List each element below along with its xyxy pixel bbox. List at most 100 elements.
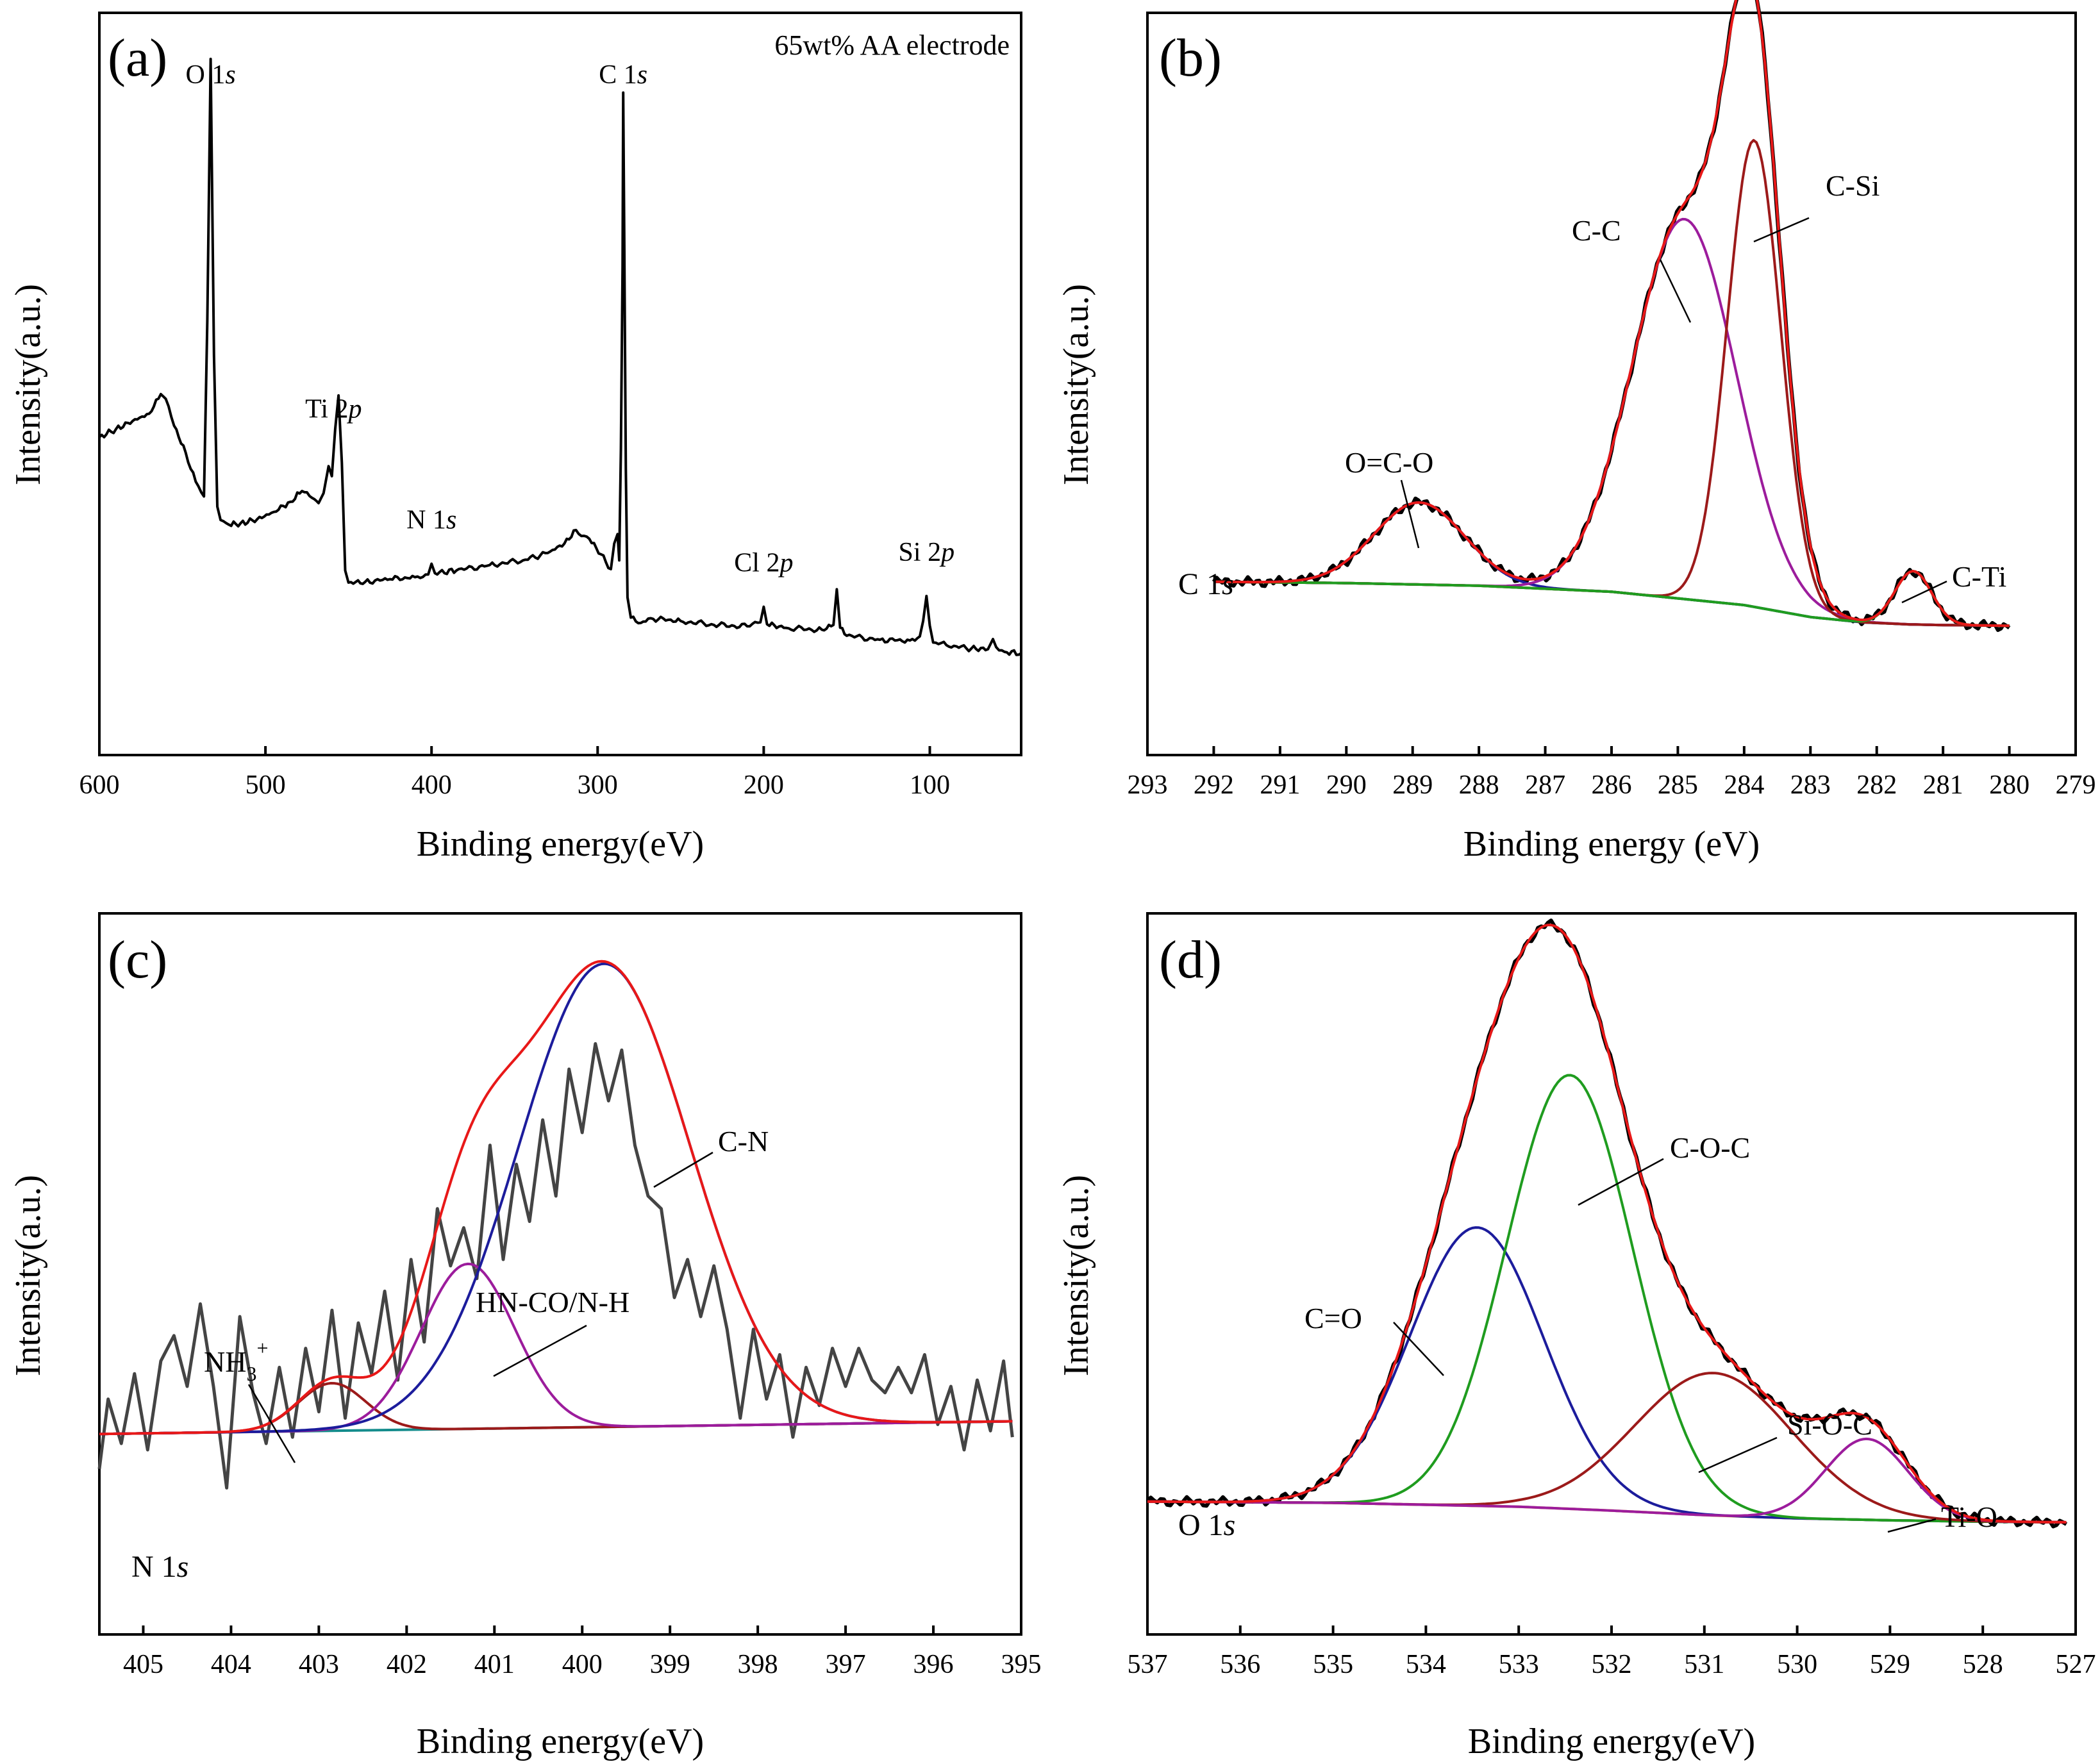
panel-d-x-tick-label: 535 [1313,1650,1353,1679]
panel-c-n1s-spectrum: 405 404 403 402 401 400 399 398 397 396 395 (c) N … [8,912,1042,1761]
panel-d-fit-envelope-line [1147,924,2067,1524]
panel-c-x-tick-label: 396 [913,1650,954,1679]
panel-d-core-level-element: O 1 [1178,1508,1224,1542]
panel-a-peak-label-ti2p-element: Ti 2 [305,394,348,424]
panel-a-peak-label-o1s-orbital: s [225,60,235,90]
panel-d-x-ticks: 537 536 535 534 533 532 531 530 529 528 527 [1128,1625,2096,1679]
panel-b-leader-csi [1753,217,1810,243]
panel-b-label-cc: C-C [1572,214,1621,247]
panel-c-nh3-subscript: 3 [246,1362,256,1385]
panel-a-x-tick-label: 100 [910,770,950,800]
panel-a-peak-label-cl2p-orbital: p [778,549,793,578]
panel-b-x-tick-label: 285 [1658,770,1698,800]
panel-a-x-axis-title: Binding energy(eV) [417,824,704,864]
panel-d-x-tick-label: 537 [1128,1650,1168,1679]
panel-c-leader-hnco [493,1324,587,1377]
panel-d-core-level-label: O 1s [1178,1508,1235,1542]
panel-b-core-level-element: C 1 [1178,567,1222,601]
panel-c-leader-cn [653,1151,713,1188]
panel-d-x-tick-label: 532 [1592,1650,1632,1679]
panel-b-leader-oco [1400,479,1420,549]
panel-a-x-tick-label: 400 [412,770,452,800]
panel-d-x-tick-label: 533 [1499,1650,1539,1679]
panel-c-leader-nh3 [247,1384,296,1463]
panel-c-x-tick-label: 397 [826,1650,866,1679]
panel-a-sample-label: 65wt% AA electrode [774,29,1010,61]
panel-c-label-cn: C-N [718,1125,769,1158]
panel-a-peak-label-c1s-orbital: s [637,60,647,90]
panel-d-o1s-spectrum: 537 536 535 534 533 532 531 530 529 528 527 (d) O … [1056,912,2096,1761]
panel-b-leader-cc [1659,259,1692,323]
panel-d-leader-co [1393,1322,1444,1376]
panel-c-core-level-element: N 1 [131,1550,177,1584]
panel-b-component-labels: O=C-O C-C C-Si C-Ti [1345,169,2006,604]
panel-a-x-tick-label: 500 [246,770,286,800]
panel-c-x-axis-title: Binding energy(eV) [417,1722,704,1761]
panel-a-x-tick-label: 600 [79,770,120,800]
panel-c-x-ticks: 405 404 403 402 401 400 399 398 397 396 395 [123,1625,1042,1679]
panel-c-fit-envelope-line [99,960,1013,1436]
panel-a-peak-label-cl2p-element: Cl 2 [734,549,779,578]
panel-d-x-tick-label: 530 [1777,1650,1817,1679]
panel-b-x-tick-label: 281 [1923,770,1963,800]
panel-a-survey-line [98,58,1022,656]
panel-a-label: (a) [108,28,167,88]
panel-c-series-layer [97,960,1014,1490]
panel-a-x-ticks: 600 500 400 300 200 100 [79,746,950,800]
panel-b-x-tick-label: 279 [2056,770,2096,800]
panel-b-x-tick-label: 287 [1525,770,1565,800]
panel-b-x-tick-label: 289 [1392,770,1433,800]
panel-b-leader-cti [1901,580,1947,604]
panel-a-peak-label-ti2p-orbital: p [347,394,362,424]
panel-a-x-tick-label: 200 [744,770,784,800]
panel-a-peak-label-si2p-orbital: p [939,538,954,567]
panel-c-x-tick-label: 402 [387,1650,427,1679]
panel-d-y-axis-title: Intensity(a.u.) [1056,1175,1096,1376]
panel-b-x-ticks: 293 292 291 290 289 288 287 286 285 284 283 282 281 2… [1128,746,2096,800]
panel-a-peak-label-c1s-element: C 1 [599,60,637,90]
panel-c-x-tick-label: 398 [738,1650,778,1679]
panel-c-core-level-orbital: s [177,1550,189,1584]
panel-c-x-tick-label: 405 [123,1650,163,1679]
panel-a-peak-label-ti2p: Ti 2p [305,394,362,424]
panel-b-x-tick-label: 284 [1724,770,1764,800]
panel-d-label: (d) [1159,930,1222,990]
panel-d-leader-sioc [1698,1436,1778,1474]
panel-a-series-layer [98,58,1022,656]
panel-a-peak-label-si2p-element: Si 2 [899,538,942,567]
panel-d-leader-coc [1578,1158,1664,1206]
panel-d-x-axis-title: Binding energy(eV) [1468,1722,1755,1761]
panel-b-x-axis-title: Binding energy (eV) [1463,824,1760,864]
panel-a-y-axis-title: Intensity(a.u.) [8,284,48,485]
panel-c-nh3-main: NH [204,1345,246,1378]
panel-c-label-nh3: NH3+ [204,1336,269,1385]
panel-a-peak-label-o1s-element: O 1 [185,60,225,90]
panel-d-label-co: C=O [1304,1302,1362,1334]
panel-c-x-tick-label: 403 [299,1650,339,1679]
panel-b-label-csi: C-Si [1826,169,1879,202]
panel-c-core-level-label: N 1s [131,1550,188,1584]
panel-b-label-cti: C-Ti [1952,560,2006,593]
panel-b-c1s-spectrum: 293 292 291 290 289 288 287 286 285 284 283 282 281 2… [1056,0,2096,864]
panel-b-x-tick-label: 292 [1194,770,1234,800]
panel-b-x-tick-label: 283 [1790,770,1831,800]
panel-b-x-tick-label: 280 [1989,770,2029,800]
panel-b-y-axis-title: Intensity(a.u.) [1056,284,1096,485]
panel-d-x-tick-label: 529 [1870,1650,1910,1679]
panel-c-x-tick-label: 400 [562,1650,603,1679]
panel-d-leader-tio [1887,1518,1937,1533]
panel-d-x-tick-label: 534 [1406,1650,1446,1679]
panel-c-y-axis-title: Intensity(a.u.) [8,1175,48,1376]
panel-b-label: (b) [1159,28,1222,88]
panel-b-label-oco: O=C-O [1345,446,1433,479]
panel-b-fit-envelope-line [1213,0,2010,628]
panel-c-component-labels: NH3+ HN-CO/N-H C-N [204,1125,769,1463]
panel-a-peak-label-c1s: C 1s [599,60,647,90]
panel-c-plot-frame [98,912,1022,1636]
panel-b-series-layer [1212,0,2011,632]
panel-a-peak-label-cl2p: Cl 2p [734,549,793,578]
panel-a-plot-frame [98,12,1022,756]
